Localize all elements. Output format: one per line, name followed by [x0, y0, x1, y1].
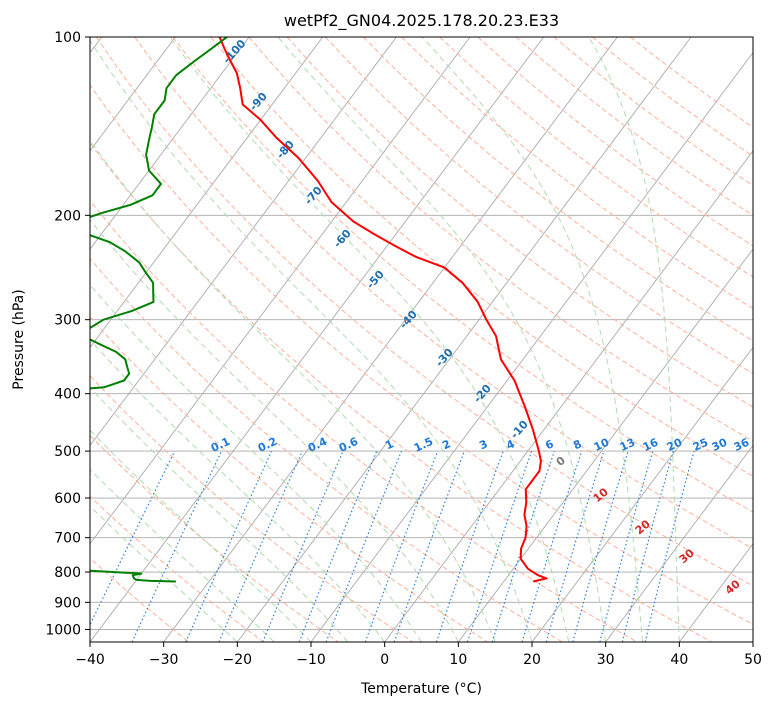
y-tick-label: 500	[54, 444, 81, 460]
chart-title: wetPf2_GN04.2025.178.20.23.E33	[284, 11, 559, 31]
moist-adiabat-line	[169, 37, 570, 642]
temperature-line	[218, 37, 548, 583]
isotherm-line	[90, 37, 471, 545]
mixing-ratio-line	[185, 450, 273, 642]
mixing-ratio-line	[572, 450, 629, 642]
x-axis-label: Temperature (°C)	[360, 681, 482, 697]
mixing-ratio-line	[621, 450, 674, 642]
isotherm-line	[384, 150, 753, 642]
dry-adiabat-line	[90, 199, 638, 642]
isotherm-line	[605, 444, 753, 642]
mixing-ratio-line	[466, 450, 533, 642]
moist-adiabat-line	[90, 468, 275, 642]
y-axis-label: Pressure (hPa)	[11, 289, 27, 389]
mixing-ratio-line	[262, 450, 344, 642]
isotherm-line	[752, 641, 753, 642]
mixing-ratio-label: 30	[710, 436, 730, 454]
y-tick-label: 800	[54, 565, 81, 581]
x-tick-label: −20	[223, 652, 253, 668]
isotherm-line	[90, 37, 324, 349]
moist-adiabat-line	[90, 283, 422, 642]
isotherm-line	[90, 37, 250, 250]
x-tick-label: −30	[149, 652, 179, 668]
y-tick-label: 400	[54, 387, 81, 403]
plot-frame	[89, 36, 754, 643]
moist-adiabat-line	[90, 429, 312, 642]
mixing-ratio-label: 25	[691, 436, 710, 454]
dry-adiabat-line	[90, 142, 712, 642]
mixing-ratio-label: 13	[618, 436, 637, 454]
mixing-ratio-line	[491, 450, 555, 642]
x-tick-label: −40	[75, 652, 105, 668]
dry-adiabat-line	[90, 257, 563, 642]
y-tick-label: 600	[54, 491, 81, 507]
moist-adiabat-line	[90, 386, 349, 642]
x-tick-label: 50	[744, 652, 762, 668]
mixing-ratio-label: 10	[592, 436, 612, 454]
mixing-ratio-label: 16	[641, 436, 661, 454]
isotherm-line	[457, 248, 753, 642]
mixing-ratio-line	[393, 450, 465, 642]
moist-adiabat-line	[90, 218, 459, 642]
mixing-ratio-line	[298, 450, 378, 642]
mixing-ratio-line	[599, 450, 654, 642]
y-tick-label: 900	[54, 595, 81, 611]
moist-adiabat-line	[90, 139, 496, 642]
isotherm-line	[163, 37, 618, 642]
dry-adiabat-line	[90, 557, 190, 642]
moist-adiabat-line	[588, 37, 680, 642]
moist-adiabat-line	[421, 37, 643, 642]
y-tick-label: 200	[54, 208, 81, 224]
plot-area	[90, 37, 753, 642]
dewpoint-line	[90, 37, 228, 583]
dry-adiabat-line	[134, 37, 753, 550]
y-tick-label: 1000	[45, 622, 81, 638]
x-tick-label: −10	[296, 652, 326, 668]
mixing-ratio-line	[90, 450, 176, 627]
mixing-ratio-label: 36	[732, 436, 752, 454]
mixing-ratio-line	[364, 450, 439, 642]
mixing-ratio-line	[218, 450, 303, 642]
lcl-curve	[0, 37, 61, 642]
x-tick-label: 10	[449, 652, 467, 668]
mixing-ratio-label: 20	[665, 436, 685, 454]
x-tick-label: 0	[380, 652, 389, 668]
moist-adiabat-line	[90, 39, 533, 642]
dry-adiabat-line	[90, 84, 753, 625]
isotherm-line	[310, 51, 753, 642]
mixing-ratio-line	[325, 450, 403, 642]
mixing-ratio-line	[545, 450, 605, 642]
x-tick-label: 20	[523, 652, 541, 668]
mixing-ratio-line	[435, 450, 504, 642]
dry-adiabat-line	[96, 37, 753, 587]
dry-adiabat-line	[172, 37, 753, 513]
moist-adiabat-line	[90, 338, 386, 642]
y-tick-label: 100	[54, 30, 81, 46]
x-tick-label: 40	[670, 652, 688, 668]
isotherm-line	[531, 346, 753, 642]
isotherm-line	[90, 37, 545, 642]
moist-adiabat-line	[277, 37, 607, 642]
dry-adiabat-line	[90, 375, 414, 642]
isotherm-line	[90, 37, 176, 152]
mixing-ratio-line	[644, 450, 695, 642]
isotherm-line	[236, 37, 692, 642]
y-tick-label: 300	[54, 313, 81, 329]
y-tick-label: 700	[54, 531, 81, 547]
moist-adiabat-line	[90, 505, 238, 642]
isotherm-line	[90, 37, 397, 447]
x-tick-label: 30	[597, 652, 615, 668]
dry-adiabat-line	[401, 37, 753, 310]
dry-adiabat-line	[363, 37, 753, 342]
mixing-ratio-line	[521, 450, 583, 642]
